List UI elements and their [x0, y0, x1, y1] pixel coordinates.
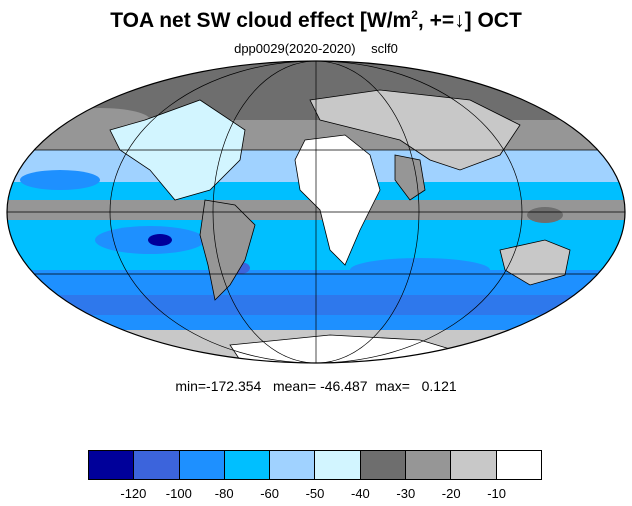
- title-text-suffix: , +=↓] OCT: [417, 9, 522, 32]
- colorbar-tick-label: -50: [305, 486, 325, 501]
- colorbar-swatch: [224, 451, 271, 479]
- colorbar-tick-label: -100: [165, 486, 192, 501]
- blob-maritime-continent: [527, 207, 563, 223]
- colorbar-tick-labels: -120 -100 -80 -60 -50 -40 -30 -20 -10: [0, 486, 632, 504]
- colorbar-tick-label: -40: [350, 486, 370, 501]
- colorbar-tick-label: -20: [441, 486, 461, 501]
- colorbar-tick-label: -120: [120, 486, 147, 501]
- colorbar-swatch: [315, 451, 361, 479]
- map-border: [6, 60, 626, 364]
- map-title: TOA net SW cloud effect [W/m2, +=↓] OCT: [0, 8, 632, 33]
- stats-line: min=-172.354 mean= -46.487 max= 0.121: [175, 378, 457, 394]
- colorbar-tick-label: -10: [487, 486, 506, 501]
- colorbar-swatch: [451, 451, 497, 479]
- blob-north-pacific-east: [20, 170, 100, 190]
- colorbar-swatch: [496, 451, 541, 479]
- title-superscript: 2: [411, 8, 418, 22]
- colorbar-swatch: [406, 451, 452, 479]
- colorbar-swatch: [360, 451, 407, 479]
- subtitle-variable: sclf0: [371, 41, 398, 56]
- blob-peru-stratus: [148, 234, 172, 246]
- subtitle-experiment: dpp0029(2020-2020): [234, 41, 356, 56]
- colorbar-tick-label: -30: [396, 486, 416, 501]
- colorbar-swatch: [270, 451, 316, 479]
- colorbar-tick-label: -60: [260, 486, 279, 501]
- colorbar: [88, 450, 542, 480]
- colorbar-swatch: [89, 451, 135, 479]
- title-text: TOA net SW cloud effect [W/m: [110, 9, 412, 32]
- graticule: [7, 61, 625, 363]
- colorbar-swatch: [134, 451, 180, 479]
- colorbar-tick-label: -80: [214, 486, 234, 501]
- colorbar-swatch: [179, 451, 225, 479]
- world-map: [6, 60, 626, 364]
- subtitle: dpp0029(2020-2020) sclf0: [0, 41, 632, 56]
- blob-indian-ocean: [350, 258, 490, 282]
